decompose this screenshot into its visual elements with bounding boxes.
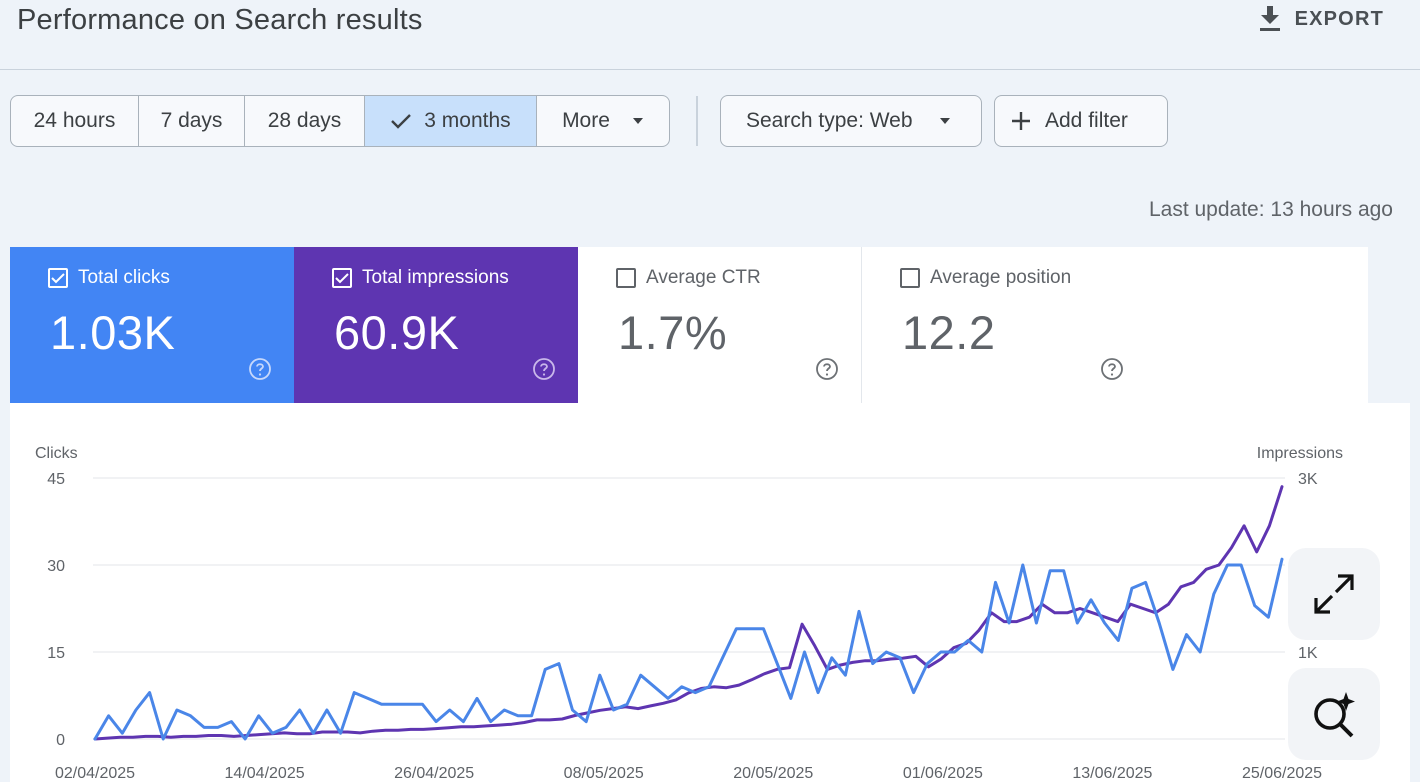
- check-icon: [391, 114, 412, 129]
- x-tick-label: 01/06/2025: [903, 765, 983, 782]
- metric-value: 60.9K: [334, 306, 460, 359]
- metric-value: 12.2: [902, 306, 996, 359]
- date-range-segments: 24 hours 7 days 28 days 3 months More: [10, 95, 670, 147]
- check-icon: [51, 273, 65, 284]
- left-tick-label: 15: [47, 645, 65, 662]
- x-tick-label: 26/04/2025: [394, 765, 474, 782]
- date-range-3-months[interactable]: 3 months: [365, 96, 537, 146]
- x-tick-label: 08/05/2025: [564, 765, 644, 782]
- last-update-text: Last update: 13 hours ago: [1148, 198, 1393, 221]
- date-range-label: More: [562, 109, 610, 132]
- sparkle-search-icon: [1314, 692, 1355, 738]
- metric-label: Average position: [930, 267, 1072, 288]
- help-circle-icon[interactable]: [248, 357, 272, 381]
- date-range-more-dropdown[interactable]: More: [537, 96, 669, 146]
- metric-card-total-clicks[interactable]: Total clicks 1.03K: [10, 247, 294, 403]
- caret-down-icon: [939, 118, 950, 124]
- date-range-label: 3 months: [424, 109, 511, 132]
- metric-card-header: Average position: [900, 267, 1146, 289]
- date-range-label: 7 days: [160, 109, 223, 132]
- download-icon: [1259, 6, 1280, 31]
- clicks-series-line[interactable]: [93, 557, 1284, 741]
- expand-icon: [1314, 574, 1354, 614]
- impressions-series-line[interactable]: [93, 485, 1284, 741]
- x-tick-label: 13/06/2025: [1072, 765, 1152, 782]
- metric-checkbox[interactable]: [900, 268, 920, 288]
- date-range-28-days[interactable]: 28 days: [245, 96, 365, 146]
- x-tick-label: 25/06/2025: [1242, 765, 1322, 782]
- metric-checkbox[interactable]: [332, 268, 352, 288]
- date-range-label: 28 days: [267, 109, 342, 132]
- metric-label: Total impressions: [362, 267, 509, 288]
- add-filter-button[interactable]: Add filter: [994, 95, 1168, 147]
- right-axis-title: Impressions: [1257, 445, 1343, 462]
- metric-card-total-impressions[interactable]: Total impressions 60.9K: [294, 247, 578, 403]
- caret-down-icon: [632, 118, 643, 124]
- help-circle-icon[interactable]: [1100, 357, 1124, 381]
- page-title: Performance on Search results: [17, 4, 423, 36]
- search-type-dropdown[interactable]: Search type: Web: [720, 95, 982, 147]
- metric-checkbox[interactable]: [616, 268, 636, 288]
- date-range-24-hours[interactable]: 24 hours: [11, 96, 139, 146]
- x-tick-label: 02/04/2025: [55, 765, 135, 782]
- date-range-selector: 24 hours 7 days 28 days 3 months More: [10, 95, 670, 147]
- metric-card-average-position[interactable]: Average position 12.2: [862, 247, 1146, 403]
- page-header: Performance on Search results EXPORT: [0, 0, 1420, 70]
- metric-checkbox[interactable]: [48, 268, 68, 288]
- metric-value: 1.03K: [50, 306, 176, 359]
- left-tick-label: 0: [56, 732, 65, 749]
- metric-value: 1.7%: [618, 306, 728, 359]
- metric-card-header: Average CTR: [616, 267, 861, 289]
- ai-search-button[interactable]: [1288, 668, 1380, 760]
- metric-card-average-ctr[interactable]: Average CTR 1.7%: [578, 247, 862, 403]
- plus-icon: [1012, 112, 1030, 130]
- metric-card-header: Total impressions: [332, 267, 578, 289]
- metric-label: Average CTR: [646, 267, 761, 288]
- add-filter-label: Add filter: [1045, 109, 1128, 132]
- right-tick-label: 3K: [1298, 471, 1318, 488]
- left-tick-label: 30: [47, 558, 65, 575]
- export-button[interactable]: EXPORT: [1259, 2, 1384, 36]
- left-tick-label: 45: [47, 471, 65, 488]
- help-circle-icon[interactable]: [815, 357, 839, 381]
- export-label: EXPORT: [1294, 7, 1384, 30]
- left-axis-title: Clicks: [35, 445, 78, 462]
- help-circle-icon[interactable]: [532, 357, 556, 381]
- metric-cards-filler: [1146, 247, 1368, 403]
- check-icon: [335, 273, 349, 284]
- x-tick-label: 14/04/2025: [225, 765, 305, 782]
- search-type-label: Search type: Web: [746, 109, 913, 132]
- x-tick-label: 20/05/2025: [733, 765, 813, 782]
- metric-card-header: Total clicks: [48, 267, 294, 289]
- date-range-label: 24 hours: [33, 109, 116, 132]
- date-range-7-days[interactable]: 7 days: [139, 96, 245, 146]
- right-tick-label: 1K: [1298, 645, 1318, 662]
- filter-divider: [696, 96, 698, 146]
- metric-label: Total clicks: [78, 267, 170, 288]
- expand-chart-button[interactable]: [1288, 548, 1380, 640]
